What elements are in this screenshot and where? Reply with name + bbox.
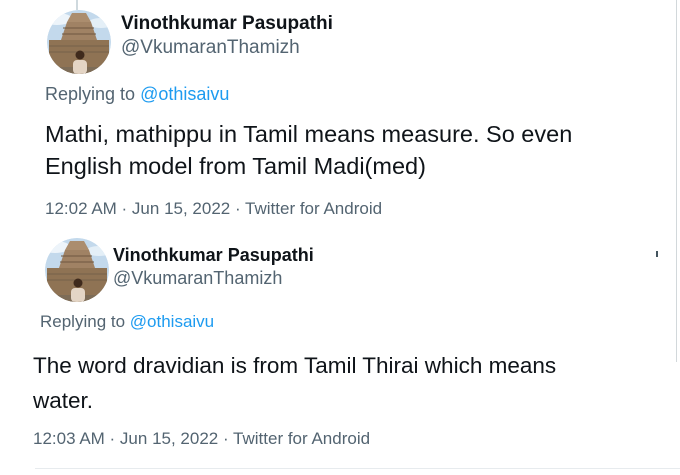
replying-to-label: Replying to — [45, 84, 141, 104]
divider-line — [35, 468, 680, 469]
avatar[interactable] — [45, 238, 109, 302]
author-name[interactable]: Vinothkumar Pasupathi — [113, 245, 314, 265]
tweet-timestamp: 12:03 AM · Jun 15, 2022 · Twitter for An… — [33, 429, 371, 448]
tweet-text: The word dravidian is from Tamil Thirai … — [33, 353, 557, 413]
author-name[interactable]: Vinothkumar Pasupathi — [121, 13, 333, 34]
tweet-text: Mathi, mathippu in Tamil means measure. … — [45, 121, 573, 179]
replying-to-label: Replying to — [40, 312, 130, 331]
replying-to-link[interactable]: @othisaivu — [140, 84, 230, 104]
avatar[interactable] — [47, 10, 111, 74]
replying-to-line: Replying to @othisaivu — [40, 312, 214, 332]
temple-photo-avatar-icon — [47, 10, 111, 74]
temple-photo-avatar-icon — [45, 238, 109, 302]
author-handle[interactable]: @VkumaranThamizh — [121, 37, 300, 58]
author-handle[interactable]: @VkumaranThamizh — [113, 268, 283, 288]
replying-to-link[interactable]: @othisaivu — [129, 312, 215, 331]
screenshot-artifact-dot — [656, 251, 658, 257]
thread-connector-line — [76, 0, 78, 10]
tweet-timestamp: 12:02 AM · Jun 15, 2022 · Twitter for An… — [45, 199, 383, 218]
replying-to-line: Replying to @othisaivu — [45, 84, 229, 105]
column-border-line — [676, 0, 677, 362]
